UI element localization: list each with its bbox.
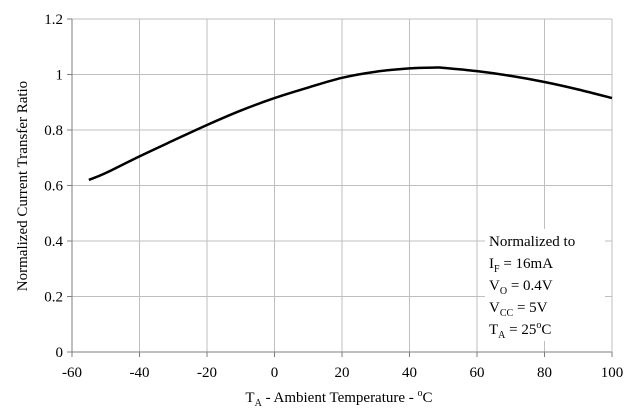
x-tick-label: 20 bbox=[335, 365, 350, 381]
annotation-line-vcc: VCC = 5V bbox=[489, 300, 548, 319]
normalization-note: Normalized to IF = 16mA VO = 0.4V VCC = … bbox=[485, 229, 605, 341]
annotation-line-vo: VO = 0.4V bbox=[489, 278, 553, 297]
x-tick-label: 60 bbox=[470, 365, 485, 381]
x-tick-label: 40 bbox=[402, 365, 417, 381]
axes bbox=[67, 18, 613, 357]
y-tick-label: 1 bbox=[56, 68, 64, 84]
annotation-line-if: IF = 16mA bbox=[489, 256, 553, 275]
y-tick-label: 0 bbox=[56, 345, 64, 361]
x-tick-label: -60 bbox=[62, 365, 82, 381]
annotation-title: Normalized to bbox=[489, 234, 575, 250]
ctr-curve bbox=[88, 66, 613, 182]
x-tick-label: 80 bbox=[537, 365, 552, 381]
y-tick-label: 0.8 bbox=[44, 123, 63, 139]
y-tick-label: 0.6 bbox=[44, 179, 63, 195]
x-axis-title: TA - Ambient Temperature - oC bbox=[245, 388, 432, 409]
x-tick-label: 100 bbox=[601, 365, 624, 381]
annotation-line-ta: TA = 25oC bbox=[489, 320, 551, 341]
y-axis-title: Normalized Current Transfer Ratio bbox=[15, 81, 31, 291]
annotation-background bbox=[485, 229, 605, 341]
y-tick-labels: 0 0.2 0.4 0.6 0.8 1 1.2 bbox=[44, 12, 63, 361]
x-tick-label: -20 bbox=[197, 365, 217, 381]
x-tick-labels: -60 -40 -20 0 20 40 60 80 100 bbox=[62, 365, 623, 381]
y-tick-label: 0.2 bbox=[44, 290, 63, 306]
x-tick-label: 0 bbox=[271, 365, 279, 381]
series-layer bbox=[88, 66, 613, 182]
y-tick-label: 0.4 bbox=[44, 234, 63, 250]
x-tick-label: -40 bbox=[130, 365, 150, 381]
y-tick-label: 1.2 bbox=[44, 12, 63, 28]
